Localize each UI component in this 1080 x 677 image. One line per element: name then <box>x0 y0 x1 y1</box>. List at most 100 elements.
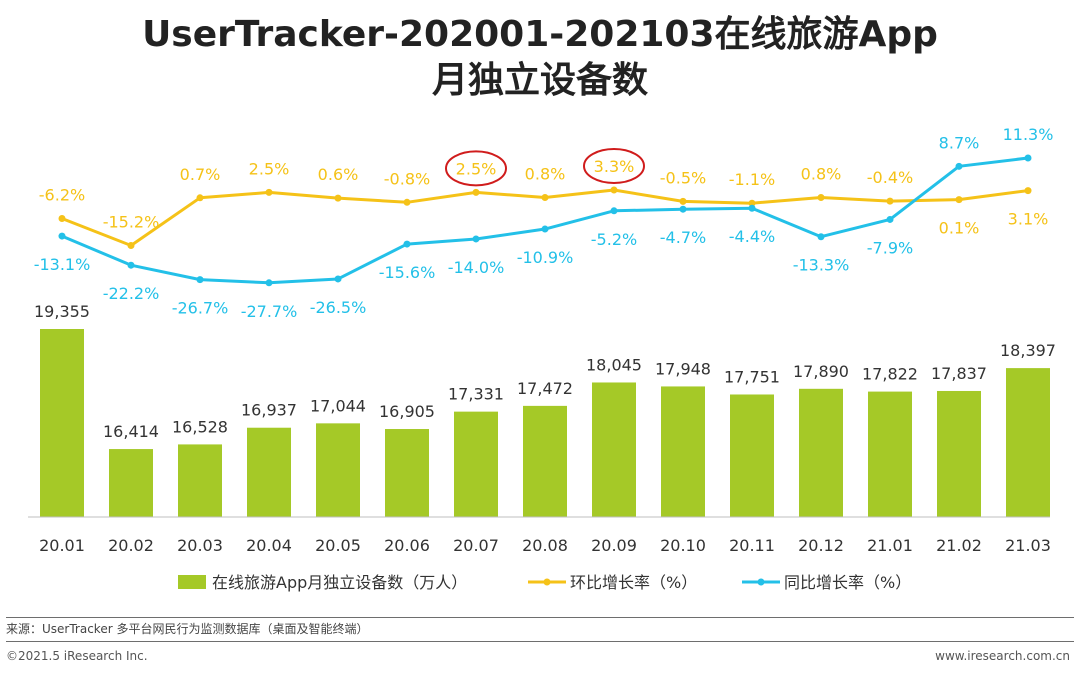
bar-20.12 <box>799 388 843 517</box>
legend: 在线旅游App月独立设备数（万人） 环比增长率（%） 同比增长率（%） <box>178 573 911 592</box>
x-axis: 20.01 20.02 20.03 20.04 20.05 20.06 20.07 20.08… <box>28 516 1051 555</box>
bar-value-label: 17,837 <box>931 364 987 383</box>
mom-label: -0.5% <box>660 168 706 187</box>
copyright: ©2021.5 iResearch Inc. <box>6 649 148 663</box>
mom-point <box>610 186 618 194</box>
yoy-point <box>541 225 549 233</box>
mom-label: -15.2% <box>103 213 160 232</box>
mom-point <box>58 215 66 222</box>
mom-point <box>748 199 756 207</box>
yoy-label: -26.5% <box>310 298 367 317</box>
mom-label: -0.4% <box>867 168 913 187</box>
legend-mom-dot <box>543 578 551 586</box>
bar-value-label: 16,528 <box>172 417 228 436</box>
x-tick-label: 20.01 <box>39 536 85 555</box>
yoy-label: -4.7% <box>660 228 706 247</box>
yoy-point <box>1024 154 1032 162</box>
bar-value-label: 17,890 <box>793 362 849 381</box>
mom-label: 3.3% <box>594 157 635 176</box>
mom-line-layer: -6.2% -15.2% 0.7% 2.5% 0.6% -0.8% 2.5% 0.8% 3.3%… <box>39 148 1048 249</box>
mom-point <box>541 194 549 201</box>
yoy-point <box>679 205 687 213</box>
highlight-circle <box>445 150 507 187</box>
bar-21.03 <box>1006 368 1050 517</box>
bar-value-label: 17,331 <box>448 385 504 404</box>
yoy-label: -27.7% <box>241 302 298 321</box>
x-tick-label: 20.04 <box>246 536 292 555</box>
source-note: 来源：UserTracker 多平台网民行为监测数据库（桌面及智能终端） <box>6 622 369 636</box>
mom-label: 0.8% <box>801 165 842 184</box>
bar-value-label: 16,905 <box>379 402 435 421</box>
chart-title: UserTracker-202001-202103在线旅游App 月独立设备数 <box>0 12 1080 104</box>
yoy-point <box>58 232 66 240</box>
bar-20.02 <box>109 449 153 517</box>
x-tick-label: 20.12 <box>798 536 844 555</box>
bar-20.01 <box>40 329 84 517</box>
bar-value-label: 18,045 <box>586 355 642 374</box>
yoy-label: -14.0% <box>448 258 505 277</box>
bar-20.03 <box>178 444 222 517</box>
yoy-label: -7.9% <box>867 238 913 257</box>
legend-bar-swatch <box>178 575 206 589</box>
yoy-point <box>196 276 204 284</box>
mom-label: -6.2% <box>39 186 85 205</box>
mom-point <box>334 194 342 202</box>
x-tick-label: 20.11 <box>729 536 775 555</box>
x-tick-label: 20.05 <box>315 536 361 555</box>
website-link[interactable]: www.iresearch.com.cn <box>935 649 1070 663</box>
bar-value-label: 17,751 <box>724 367 780 386</box>
source-divider <box>6 617 1074 618</box>
title-line-1: UserTracker-202001-202103在线旅游App <box>142 14 938 55</box>
bar-value-label: 17,822 <box>862 365 918 384</box>
yoy-line-layer: -13.1% -22.2% -26.7% -27.7% -26.5% -15.6% -14.… <box>34 125 1054 321</box>
mom-point <box>472 188 480 196</box>
yoy-label: -10.9% <box>517 248 574 267</box>
yoy-label: -26.7% <box>172 299 229 318</box>
yoy-point <box>403 240 411 248</box>
yoy-label: -15.6% <box>379 263 436 282</box>
highlight-circle <box>583 148 645 184</box>
yoy-label: -5.2% <box>591 230 637 249</box>
yoy-point <box>127 261 135 269</box>
legend-bar-label: 在线旅游App月独立设备数（万人） <box>212 573 467 592</box>
bar-20.04 <box>247 427 291 517</box>
x-tick-label: 20.03 <box>177 536 223 555</box>
x-tick-label: 20.02 <box>108 536 154 555</box>
bar-value-label: 18,397 <box>1000 341 1056 360</box>
x-tick-label: 20.07 <box>453 536 499 555</box>
yoy-label: 8.7% <box>939 133 980 152</box>
legend-yoy-dot <box>757 578 765 586</box>
bar-value-label: 17,948 <box>655 359 711 378</box>
bar-value-label: 19,355 <box>34 302 90 321</box>
mom-label: 0.8% <box>525 165 566 184</box>
yoy-point <box>886 215 894 223</box>
bar-value-label: 17,044 <box>310 396 366 415</box>
yoy-label: -13.1% <box>34 255 91 274</box>
bar-21.01 <box>868 391 912 517</box>
bar-value-label: 16,937 <box>241 401 297 420</box>
mom-label: 2.5% <box>456 159 497 178</box>
yoy-label: -13.3% <box>793 256 850 275</box>
mom-label: 0.6% <box>318 165 359 184</box>
mom-label: -1.1% <box>729 170 775 189</box>
x-tick-label: 21.02 <box>936 536 982 555</box>
footer-divider <box>6 641 1074 642</box>
yoy-point <box>748 204 756 212</box>
x-tick-label: 20.06 <box>384 536 430 555</box>
mom-label: 0.1% <box>939 219 980 238</box>
x-tick-label: 20.08 <box>522 536 568 555</box>
bar-20.08 <box>523 405 567 517</box>
bar-21.02 <box>937 390 981 517</box>
mom-label: -0.8% <box>384 169 430 188</box>
mom-point <box>817 194 825 201</box>
bar-20.10 <box>661 386 705 517</box>
legend-yoy-label: 同比增长率（%） <box>784 573 911 592</box>
yoy-label: -4.4% <box>729 227 775 246</box>
mom-point <box>886 197 894 205</box>
bar-20.06 <box>385 429 429 517</box>
mom-point <box>679 197 687 205</box>
mom-point <box>403 198 411 206</box>
bar-20.11 <box>730 394 774 517</box>
yoy-point <box>472 235 480 243</box>
